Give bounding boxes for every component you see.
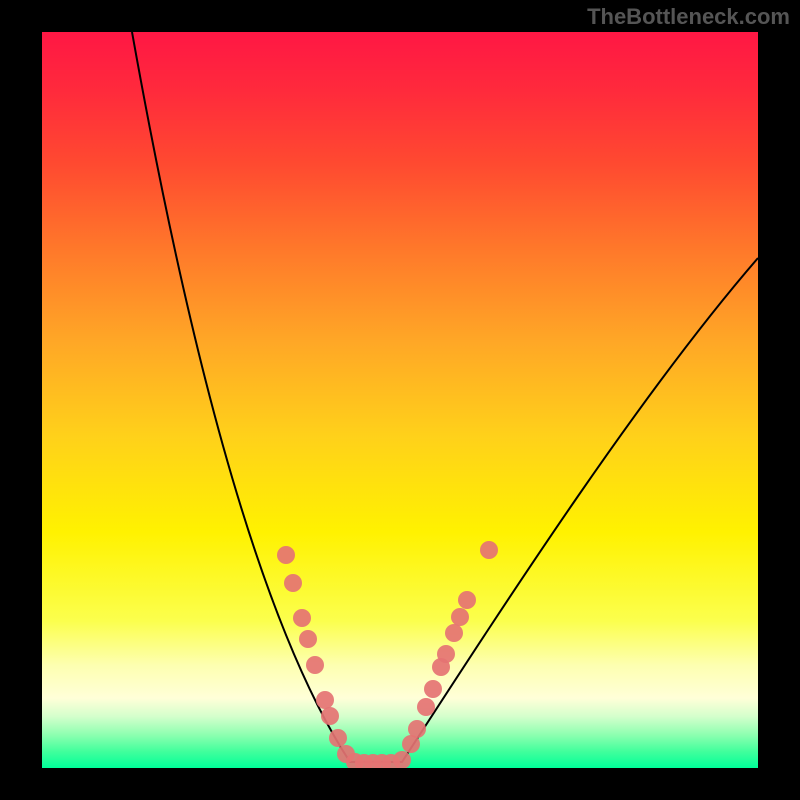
- watermark-text: TheBottleneck.com: [587, 4, 790, 30]
- data-marker: [329, 729, 347, 747]
- data-marker: [316, 691, 334, 709]
- data-marker: [408, 720, 426, 738]
- plot-area: [42, 32, 758, 768]
- data-marker: [424, 680, 442, 698]
- gradient-background: [42, 32, 758, 768]
- data-marker: [458, 591, 476, 609]
- data-marker: [451, 608, 469, 626]
- data-marker: [445, 624, 463, 642]
- data-marker: [293, 609, 311, 627]
- data-marker: [284, 574, 302, 592]
- chart-root: TheBottleneck.com: [0, 0, 800, 800]
- plot-svg: [42, 32, 758, 768]
- data-marker: [480, 541, 498, 559]
- data-marker: [277, 546, 295, 564]
- data-marker: [321, 707, 339, 725]
- data-marker: [306, 656, 324, 674]
- data-marker: [437, 645, 455, 663]
- data-marker: [299, 630, 317, 648]
- data-marker: [417, 698, 435, 716]
